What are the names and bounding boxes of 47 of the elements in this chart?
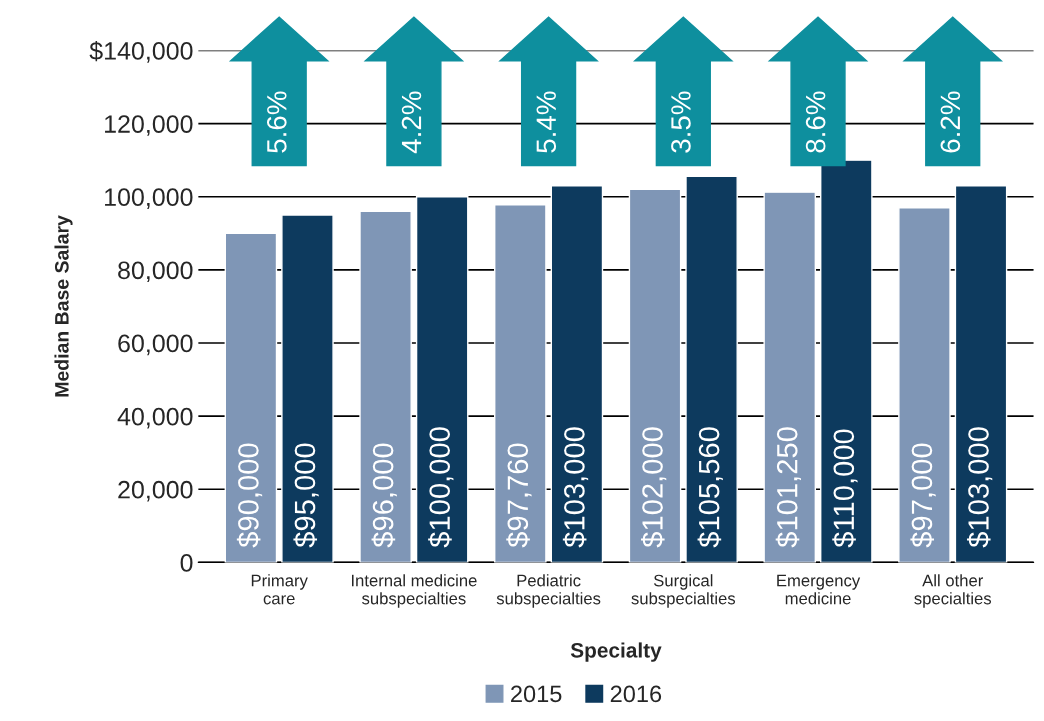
bar [763, 191, 817, 563]
bar [224, 232, 278, 563]
y-tick-label: 100,000 [105, 188, 193, 209]
y-tick-label: 0 [180, 553, 193, 572]
data-label: $97,000 [910, 443, 936, 548]
data-label: $102,000 [640, 427, 667, 548]
annotation: 5.4% [536, 91, 557, 153]
bar [415, 196, 469, 563]
y-axis-title: Median Base Salary [54, 215, 73, 397]
data-label: $95,000 [293, 443, 319, 548]
bar [494, 204, 547, 563]
y-tick-label: $140,000 [89, 41, 193, 63]
data-label: $110,000 [832, 429, 858, 548]
bar [685, 175, 738, 563]
legend-label: 2016 [610, 685, 662, 703]
annotation: 6.2% [940, 91, 961, 153]
annotation: 8.6% [805, 91, 826, 153]
data-label: $96,000 [371, 443, 397, 548]
bar [628, 188, 682, 563]
legend-label: 2015 [511, 685, 562, 703]
data-label: $101,250 [775, 427, 802, 548]
annotation: 4.2% [401, 91, 422, 154]
x-tick-label: Primary care [251, 574, 308, 605]
y-tick-label: 20,000 [118, 480, 193, 502]
x-tick-label: Emergency medicine [777, 574, 861, 605]
x-axis-title: Specialty [570, 642, 662, 662]
data-label: $100,000 [428, 427, 454, 548]
y-tick-label: 40,000 [117, 407, 193, 429]
x-tick-label: Surgical subspecialties [631, 574, 736, 608]
data-label: $105,560 [697, 427, 723, 548]
data-label: $97,760 [506, 443, 532, 548]
y-tick-label: 120,000 [105, 115, 193, 136]
bar [359, 210, 412, 563]
y-tick-label: 80,000 [118, 261, 193, 283]
y-tick-label: 60,000 [118, 334, 193, 356]
annotation: 3.5% [671, 91, 691, 153]
data-label: $103,000 [562, 427, 589, 548]
x-tick-label: Internal medicine subspecialties [351, 574, 477, 608]
annotation: 5.6% [266, 91, 287, 153]
bar [550, 185, 604, 563]
data-label: $103,000 [966, 427, 993, 548]
bar [954, 185, 1008, 563]
data-label: $90,000 [236, 443, 263, 548]
x-tick-label: All other specialties [914, 574, 992, 608]
x-tick-label: Pediatric subspecialties [496, 574, 601, 608]
bar [898, 207, 951, 563]
bar [281, 214, 334, 563]
